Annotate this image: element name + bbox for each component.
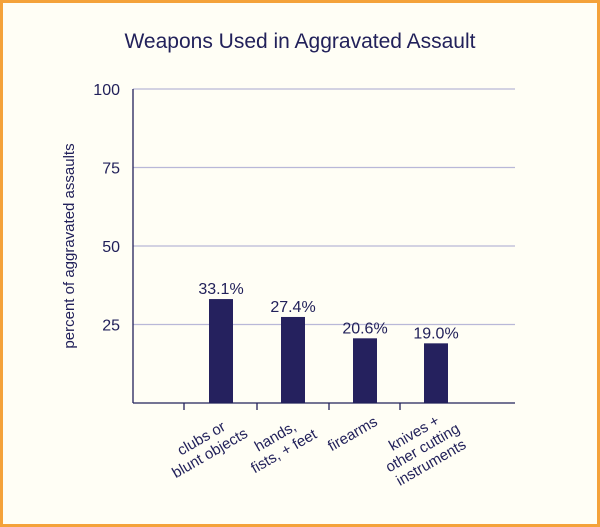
bar	[281, 316, 305, 403]
labels: 25 50 75 100 33.1% 27.4% 20.6% 19.0% clubs orblu…	[93, 82, 469, 490]
bar	[424, 343, 448, 403]
data-label: 19.0%	[413, 325, 458, 342]
y-tick-label: 75	[102, 161, 120, 178]
bar	[209, 299, 233, 403]
y-axis-label: percent of aggravated assaults	[61, 143, 78, 348]
x-tick-label: firearms	[325, 413, 380, 455]
data-label: 20.6%	[342, 320, 387, 337]
gridlines	[133, 88, 515, 326]
bar	[353, 338, 377, 403]
chart-title: Weapons Used in Aggravated Assault	[124, 30, 476, 53]
x-tick-label: hands,fists, + feet	[248, 418, 320, 477]
axes	[132, 89, 515, 410]
data-label: 27.4%	[270, 299, 315, 316]
data-label: 33.1%	[198, 281, 243, 298]
y-tick-label: 25	[102, 318, 120, 335]
y-tick-label: 100	[93, 82, 120, 99]
y-tick-label: 50	[102, 239, 120, 256]
x-tick-label-line: firearms	[325, 413, 380, 455]
bars	[209, 299, 448, 403]
